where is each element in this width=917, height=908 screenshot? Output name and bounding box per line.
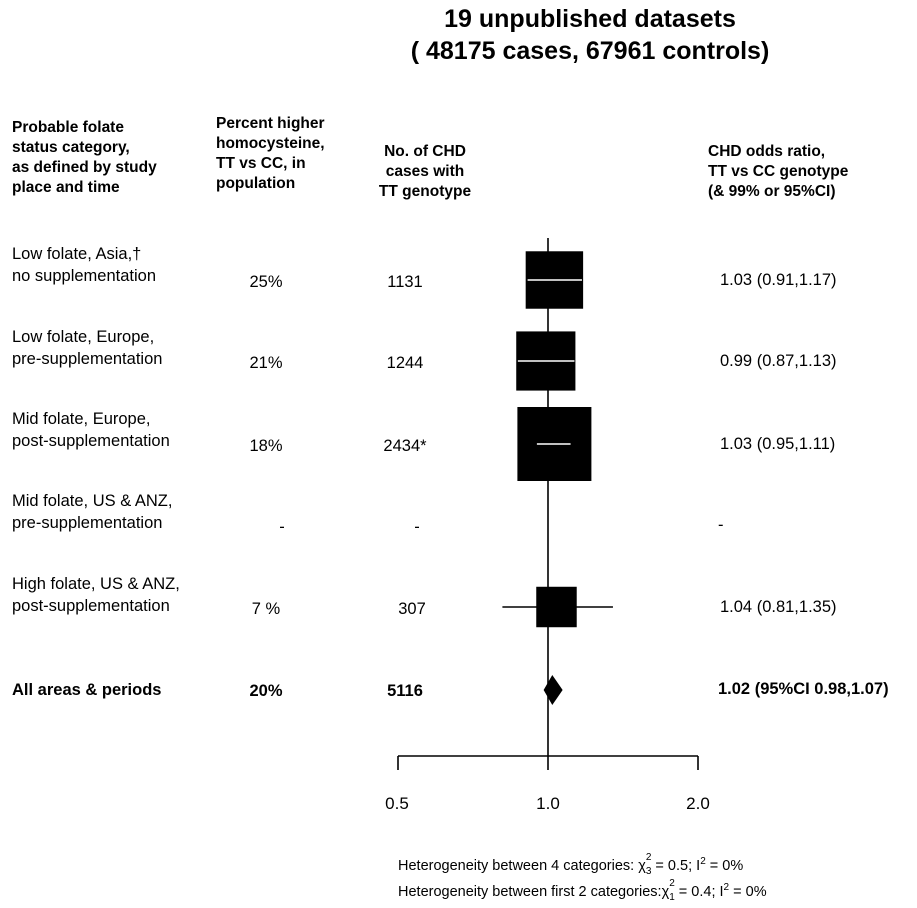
header-homocysteine-line: population [216, 175, 296, 192]
header-odds-line: (& 99% or 95%CI) [708, 183, 836, 200]
row-cases-overall: 5116 [387, 682, 423, 700]
heterogeneity-note: Heterogeneity between first 2 categories… [398, 878, 767, 908]
header-odds-line: TT vs CC genotype [708, 163, 849, 180]
row-label: Low folate, Europe, pre-supplementation [12, 326, 162, 370]
row-ci-text: 1.03 (0.95,1.11) [720, 435, 836, 453]
row-cases: 2434* [383, 437, 427, 455]
header-odds-line: CHD odds ratio, [708, 143, 826, 160]
heterogeneity-text: Heterogeneity between 4 categories: [398, 857, 639, 874]
row-cases: - [414, 518, 420, 536]
row-label: High folate, US & ANZ, post-supplementat… [12, 573, 180, 617]
header-odds-ratio: CHD odds ratio, TT vs CC genotype (& 99%… [708, 142, 848, 202]
header-cases-line: cases with [385, 163, 465, 180]
row-cases: 307 [398, 600, 426, 618]
row-label-line: post-supplementation [12, 597, 170, 615]
row-label-line: Mid folate, US & ANZ, [12, 492, 173, 510]
row-homocysteine-overall: 20% [249, 682, 283, 700]
row-label: Mid folate, Europe, post-supplementation [12, 408, 170, 452]
row-homocysteine: 7 % [251, 600, 281, 618]
row-label-line: Low folate, Europe, [12, 328, 155, 346]
row-homocysteine: 25% [249, 273, 283, 291]
header-homocysteine-line: Percent higher [216, 115, 325, 132]
row-homocysteine: 18% [249, 437, 283, 455]
header-category-line: status category, [12, 139, 130, 156]
i-squared-sup: 2 [723, 882, 730, 893]
row-ci-text: - [718, 516, 724, 534]
chi-value: = 0.4; I [674, 883, 724, 900]
header-category-line: as defined by study [12, 159, 157, 176]
row-label-line: All areas & periods [12, 681, 162, 699]
row-label-line: pre-supplementation [12, 514, 163, 532]
header-category-line: Probable folate [12, 119, 124, 136]
row-ci-text: 1.04 (0.81,1.35) [720, 598, 837, 616]
header-cases: No. of CHD cases with TT genotype [360, 142, 490, 202]
i-squared-value: = 0% [705, 857, 744, 874]
row-label-line: High folate, US & ANZ, [12, 575, 180, 593]
summary-diamond [543, 675, 563, 705]
header-category-line: place and time [12, 179, 120, 196]
header-homocysteine: Percent higher homocysteine, TT vs CC, i… [216, 114, 325, 194]
header-homocysteine-line: TT vs CC, in [216, 155, 306, 172]
x-tick-label: 2.0 [686, 794, 710, 813]
row-cases: 1131 [387, 273, 423, 291]
chi-value: = 0.5; I [651, 857, 701, 874]
row-label-line: no supplementation [12, 267, 157, 285]
row-label: Mid folate, US & ANZ, pre-supplementatio… [12, 490, 172, 534]
row-ci-text: 1.03 (0.91,1.17) [720, 271, 837, 289]
row-label-line: Mid folate, Europe, [12, 410, 151, 428]
row-label-line: Low folate, Asia,† [12, 245, 142, 263]
heterogeneity-text: Heterogeneity between first 2 categories… [398, 883, 662, 900]
header-cases-line: TT genotype [378, 183, 472, 200]
row-ci-text: 0.99 (0.87,1.13) [720, 352, 837, 370]
title-line-2: ( 48175 cases, 67961 controls) [410, 37, 770, 65]
row-homocysteine: 21% [249, 354, 283, 372]
chi-subscript: 3 [645, 865, 652, 877]
point-estimate-square [536, 586, 577, 628]
row-cases: 1244 [386, 354, 424, 372]
row-label-line: pre-supplementation [12, 350, 163, 368]
row-label-overall: All areas & periods [12, 679, 161, 701]
row-homocysteine: - [279, 518, 285, 536]
header-cases-line: No. of CHD [384, 143, 466, 160]
x-tick-label: 1.0 [536, 794, 560, 813]
title-line-1: 19 unpublished datasets [444, 5, 736, 33]
row-label: Low folate, Asia,† no supplementation [12, 243, 156, 287]
chart-title: 19 unpublished datasets ( 48175 cases, 6… [380, 3, 800, 67]
header-homocysteine-line: homocysteine, [216, 135, 325, 152]
row-label-line: post-supplementation [12, 432, 170, 450]
i-squared-sup: 2 [700, 856, 706, 867]
chi-subscript: 1 [669, 891, 675, 903]
header-category: Probable folate status category, as defi… [12, 118, 157, 198]
i-squared-value: = 0% [729, 883, 767, 900]
row-ci-text-overall: 1.02 (95%CI 0.98,1.07) [718, 680, 889, 698]
x-tick-label: 0.5 [385, 794, 409, 813]
